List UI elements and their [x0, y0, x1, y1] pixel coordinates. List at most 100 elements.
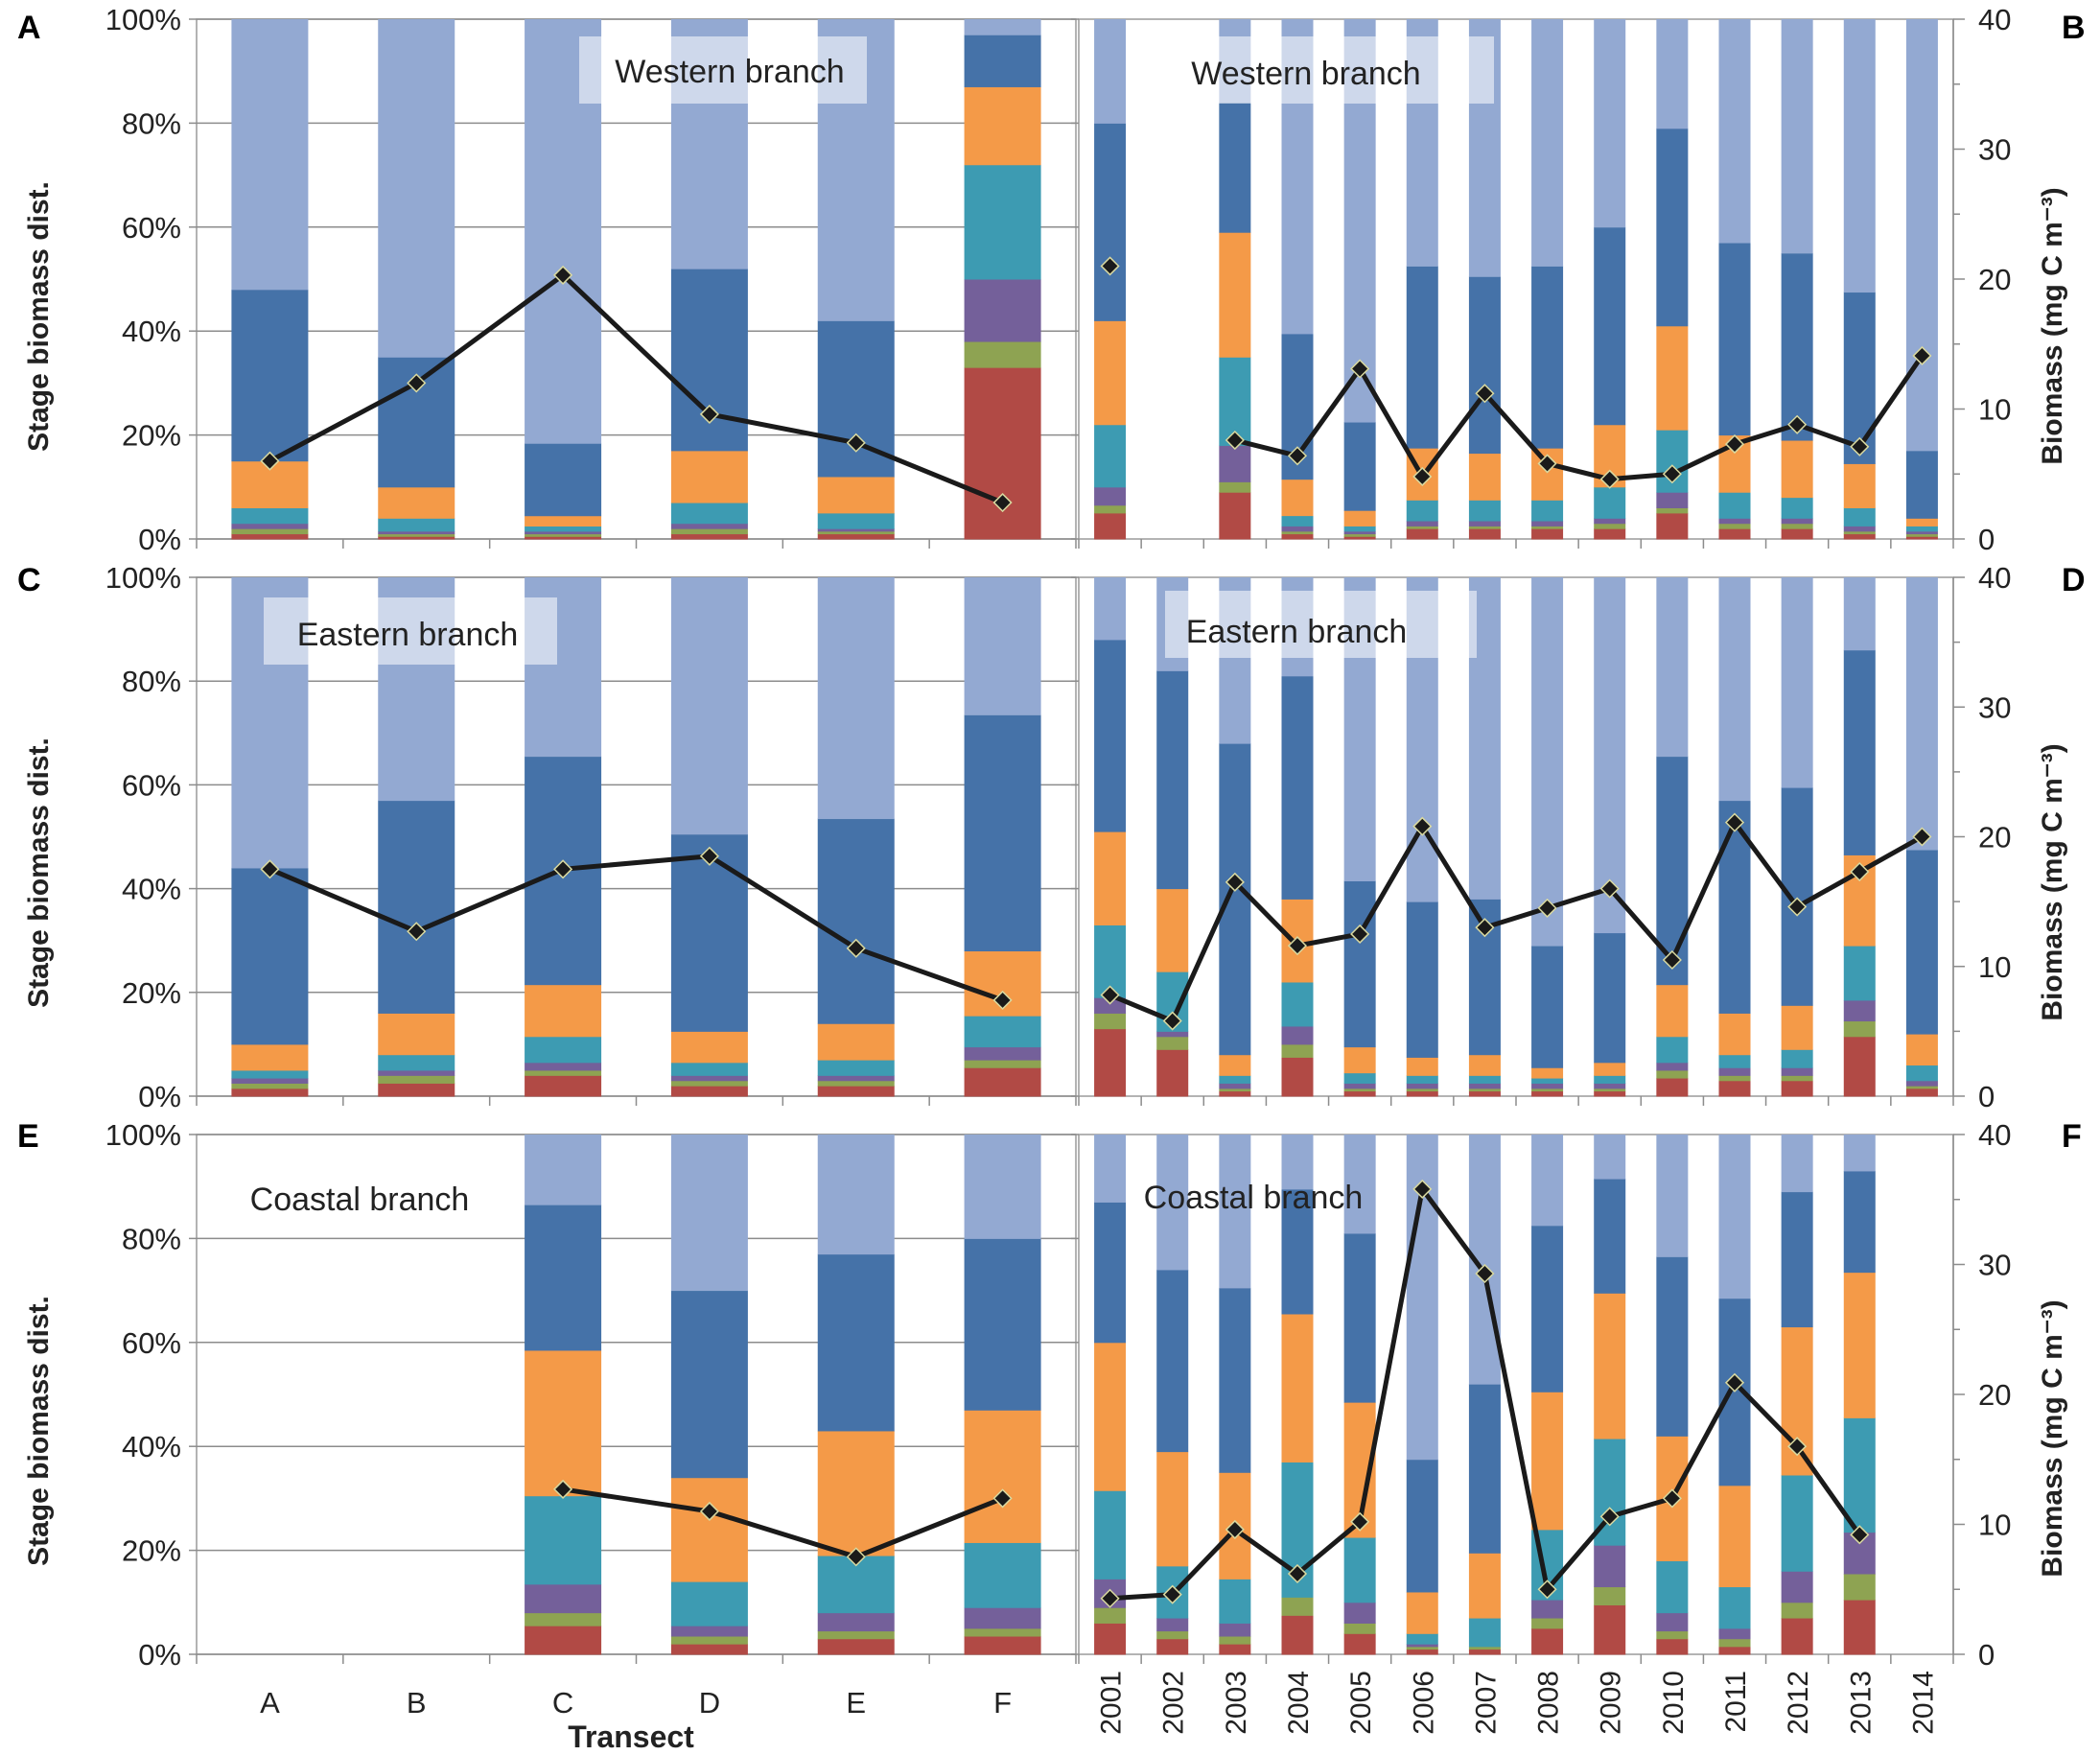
panel-letter-b: B — [2062, 10, 2086, 46]
biomass-point — [1225, 872, 1245, 892]
bar-segment — [1594, 1083, 1626, 1089]
bar-segment — [1843, 946, 1876, 1001]
bar-segment — [1281, 533, 1314, 540]
bar-segment — [1281, 526, 1314, 532]
biomass-point — [846, 938, 866, 958]
biomass-line-segment — [1357, 1186, 1425, 1525]
bar-segment — [1531, 526, 1564, 529]
biomass-point — [1787, 1437, 1808, 1457]
biomass-point — [1599, 1507, 1620, 1527]
x-tick-label: 2010 — [1658, 1671, 1690, 1735]
bar-segment — [1406, 1057, 1438, 1076]
bar-segment — [378, 1069, 455, 1076]
bar-segment — [1219, 743, 1251, 1056]
biomass-point — [699, 404, 719, 424]
y-tick-label: 100% — [105, 561, 181, 595]
bar-segment — [231, 1043, 309, 1071]
biomass-point — [1162, 1011, 1182, 1031]
biomass-line-segment — [707, 411, 859, 446]
bar-segment — [1781, 528, 1813, 540]
biomass-point — [407, 373, 427, 393]
biomass-point — [1350, 1511, 1370, 1532]
bar-segment — [1219, 1287, 1251, 1473]
bar-segment — [1468, 276, 1501, 455]
bar-segment — [1343, 1046, 1376, 1074]
bar-segment — [378, 1013, 455, 1056]
bar-segment — [231, 528, 309, 535]
biomass-point — [1537, 898, 1557, 918]
y-right-label-top: Biomass (mg C m⁻³) — [2037, 187, 2068, 464]
biomass-line-segment — [1669, 1380, 1738, 1501]
bar-segment — [525, 1069, 602, 1076]
bar-segment — [817, 1638, 895, 1655]
bar-segment — [1843, 526, 1876, 532]
bar-segment — [1656, 1612, 1689, 1632]
bar-segment — [1343, 422, 1376, 511]
bar-segment — [1905, 536, 1938, 540]
biomass-line-segment — [1794, 1443, 1862, 1537]
bar-segment — [1219, 1623, 1251, 1637]
bar-segment — [1905, 526, 1938, 532]
y-tick-label: 20% — [122, 1534, 181, 1568]
bar-segment — [1094, 1342, 1127, 1491]
bar-segment — [670, 1062, 748, 1076]
y-tick-label: 0% — [138, 523, 181, 556]
biomass-line-segment — [1170, 1527, 1238, 1598]
bar-segment — [1281, 530, 1314, 535]
right-tick-label: 30 — [1978, 133, 2011, 167]
biomass-line-segment — [1232, 437, 1300, 458]
panel-letter-c: C — [17, 562, 41, 598]
bar-segment — [964, 1016, 1041, 1048]
bar-segment — [1594, 1604, 1626, 1655]
x-tick-label: 2011 — [1720, 1671, 1752, 1733]
biomass-point — [699, 1501, 719, 1522]
biomass-point — [407, 922, 427, 942]
bar-segment — [1656, 492, 1689, 508]
panel-b: 0 10 20 30 40 Western branch — [1071, 3, 2011, 556]
branch-label: Coastal branch — [1144, 1180, 1364, 1216]
bar-segment — [817, 528, 895, 532]
bar-segment — [1406, 1591, 1438, 1634]
bar-segment — [1781, 1571, 1813, 1603]
y-tick-label: 40% — [122, 873, 181, 906]
bar-segment — [817, 1060, 895, 1076]
bar-segment — [1094, 19, 1127, 124]
bar-segment — [670, 1080, 748, 1087]
y-tick-label: 60% — [122, 768, 181, 802]
bar-segment — [964, 714, 1041, 952]
bar-segment — [525, 1075, 602, 1097]
bar-segment — [1281, 479, 1314, 517]
bar-segment — [1406, 1088, 1438, 1092]
biomass-line-segment — [1607, 886, 1675, 963]
bar-segment — [1843, 1272, 1876, 1418]
bar-segment — [1781, 1475, 1813, 1572]
bar-segment — [1781, 440, 1813, 499]
bar-segment — [1094, 486, 1127, 506]
y-left-label-bottom: Stage biomass dist. — [23, 1296, 55, 1566]
bar-segment — [817, 530, 895, 535]
bar-segment — [1781, 787, 1813, 1006]
bar-segment — [1594, 1545, 1626, 1588]
bar-segment — [1468, 1618, 1501, 1648]
bar-segment — [1156, 1630, 1189, 1640]
bar-segment — [964, 1607, 1041, 1629]
biomass-line-segment — [1295, 1519, 1363, 1577]
bar-segment — [231, 867, 309, 1045]
bar-segment — [1718, 1013, 1751, 1056]
bar-segment — [1343, 1623, 1376, 1634]
bar-segment — [1343, 1090, 1376, 1097]
bar-segment — [1531, 266, 1564, 449]
bar-segment — [1718, 800, 1751, 1014]
bar-segment — [1343, 1633, 1376, 1655]
y-left-label-mid: Stage biomass dist. — [23, 737, 55, 1008]
bar-segment — [525, 1062, 602, 1071]
biomass-point — [553, 859, 573, 879]
y-tick-label: 0% — [138, 1080, 181, 1113]
bar-segment — [1718, 1067, 1751, 1076]
bar-segment — [1468, 453, 1501, 501]
bar-segment — [1281, 1043, 1314, 1058]
bar-segment — [670, 1075, 748, 1082]
bar-segment — [670, 503, 748, 525]
bar-segment — [817, 1075, 895, 1082]
